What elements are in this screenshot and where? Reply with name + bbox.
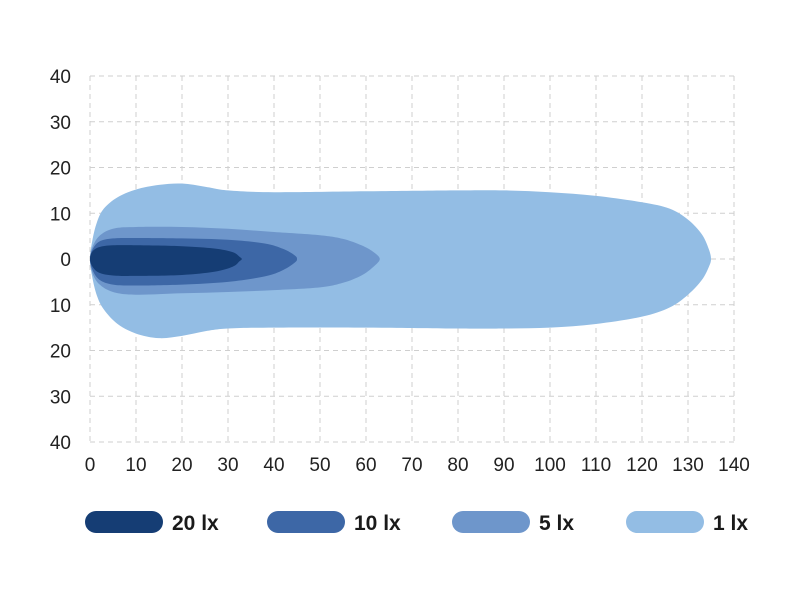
legend-swatch bbox=[267, 511, 345, 533]
x-tick-label: 50 bbox=[309, 455, 330, 476]
x-tick-label: 140 bbox=[718, 455, 750, 476]
x-tick-label: 20 bbox=[171, 455, 192, 476]
y-tick-label: 10 bbox=[50, 296, 71, 317]
y-tick-label: 30 bbox=[50, 113, 71, 134]
legend-swatch bbox=[85, 511, 163, 533]
legend-label: 5 lx bbox=[539, 512, 574, 535]
legend-item: 10 lx bbox=[267, 511, 401, 535]
x-tick-label: 90 bbox=[493, 455, 514, 476]
x-tick-label: 30 bbox=[217, 455, 238, 476]
legend-swatch bbox=[452, 511, 530, 533]
legend-item: 5 lx bbox=[452, 511, 574, 535]
legend: 20 lx 10 lx 5 lx 1 lx bbox=[85, 511, 748, 535]
x-tick-label: 80 bbox=[447, 455, 468, 476]
legend-swatch bbox=[626, 511, 704, 533]
y-tick-label: 10 bbox=[50, 204, 71, 225]
x-tick-label: 100 bbox=[534, 455, 566, 476]
legend-label: 20 lx bbox=[172, 512, 219, 535]
x-tick-label: 130 bbox=[672, 455, 704, 476]
isolux-area-1-lx bbox=[90, 183, 711, 339]
y-tick-label: 40 bbox=[50, 67, 71, 88]
x-tick-label: 70 bbox=[401, 455, 422, 476]
tick-layer: 0 10 20 30 40 50 60 70 80 90 100 110 120 130 140403020… bbox=[50, 67, 750, 476]
y-tick-label: 20 bbox=[50, 159, 71, 180]
legend-item: 20 lx bbox=[85, 511, 219, 535]
x-tick-label: 110 bbox=[581, 455, 611, 476]
legend-item: 1 lx bbox=[626, 511, 748, 535]
x-tick-label: 0 bbox=[85, 455, 96, 476]
legend-label: 1 lx bbox=[713, 512, 748, 535]
isolux-area-20-lx bbox=[90, 245, 242, 276]
x-tick-label: 40 bbox=[263, 455, 284, 476]
area-layer bbox=[90, 183, 711, 339]
y-tick-label: 30 bbox=[50, 387, 71, 408]
x-tick-label: 120 bbox=[626, 455, 658, 476]
y-tick-label: 20 bbox=[50, 342, 71, 363]
x-tick-label: 60 bbox=[355, 455, 376, 476]
x-tick-label: 10 bbox=[125, 455, 146, 476]
legend-label: 10 lx bbox=[354, 512, 401, 535]
y-tick-label: 0 bbox=[60, 250, 71, 271]
y-tick-label: 40 bbox=[50, 433, 71, 454]
